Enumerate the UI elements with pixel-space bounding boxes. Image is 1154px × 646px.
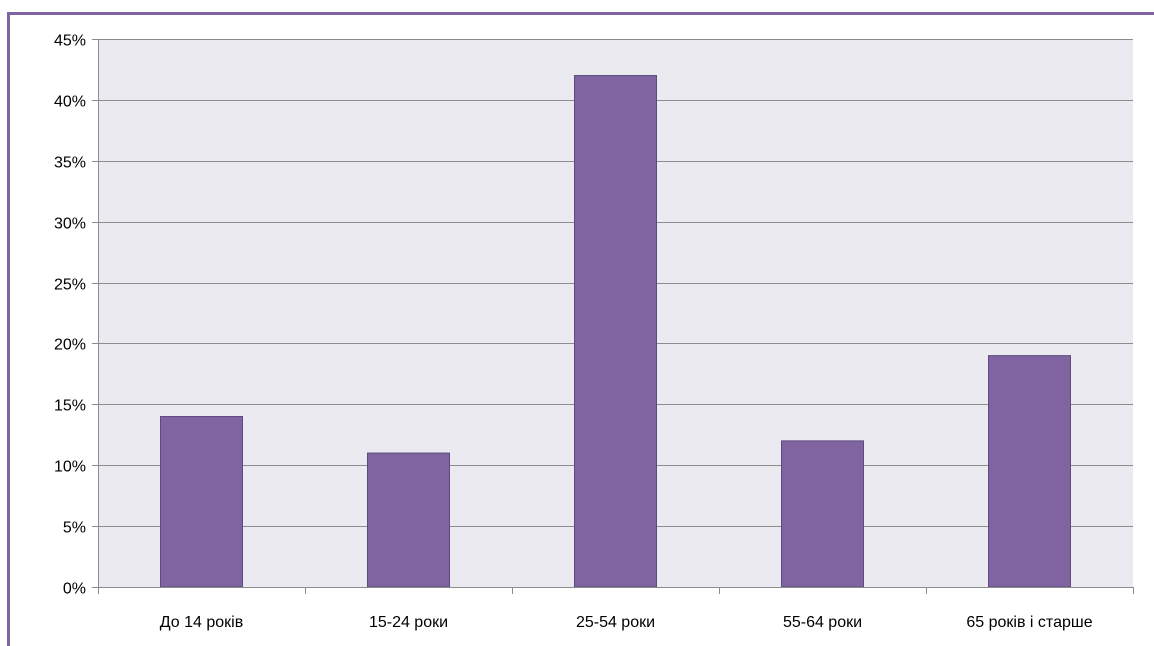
x-tick-label: До 14 років [160, 614, 243, 631]
bar-2 [367, 452, 450, 588]
y-tick-label: 35% [54, 155, 86, 172]
y-tick-label: 5% [63, 520, 86, 537]
y-tick-label: 0% [63, 581, 86, 598]
chart-frame-top-border [7, 12, 1154, 15]
x-tick-label: 55-64 роки [783, 614, 862, 631]
bar-1 [160, 416, 243, 588]
y-tick-label: 45% [54, 33, 86, 50]
bar-4 [781, 440, 864, 588]
y-tick-label: 40% [54, 94, 86, 111]
y-tick-label: 20% [54, 337, 86, 354]
y-tick-label: 25% [54, 277, 86, 294]
x-tick-label: 15-24 роки [369, 614, 448, 631]
chart-frame-left-border [7, 12, 10, 646]
x-tick-label: 65 років і старше [966, 614, 1092, 631]
y-axis-tick-labels: 0% 5% 10% 15% 20% 25% 30% 35% 40% 45% [54, 33, 86, 598]
x-tick-label: 25-54 роки [576, 614, 655, 631]
bar-5 [988, 355, 1071, 588]
y-tick-label: 30% [54, 216, 86, 233]
y-tick-label: 10% [54, 459, 86, 476]
axes [98, 39, 1134, 594]
bar-3 [574, 75, 657, 588]
y-tick-label: 15% [54, 398, 86, 415]
x-axis-tick-labels: До 14 років 15-24 роки 25-54 роки 55-64 рок… [160, 614, 1093, 631]
bars [160, 75, 1071, 588]
